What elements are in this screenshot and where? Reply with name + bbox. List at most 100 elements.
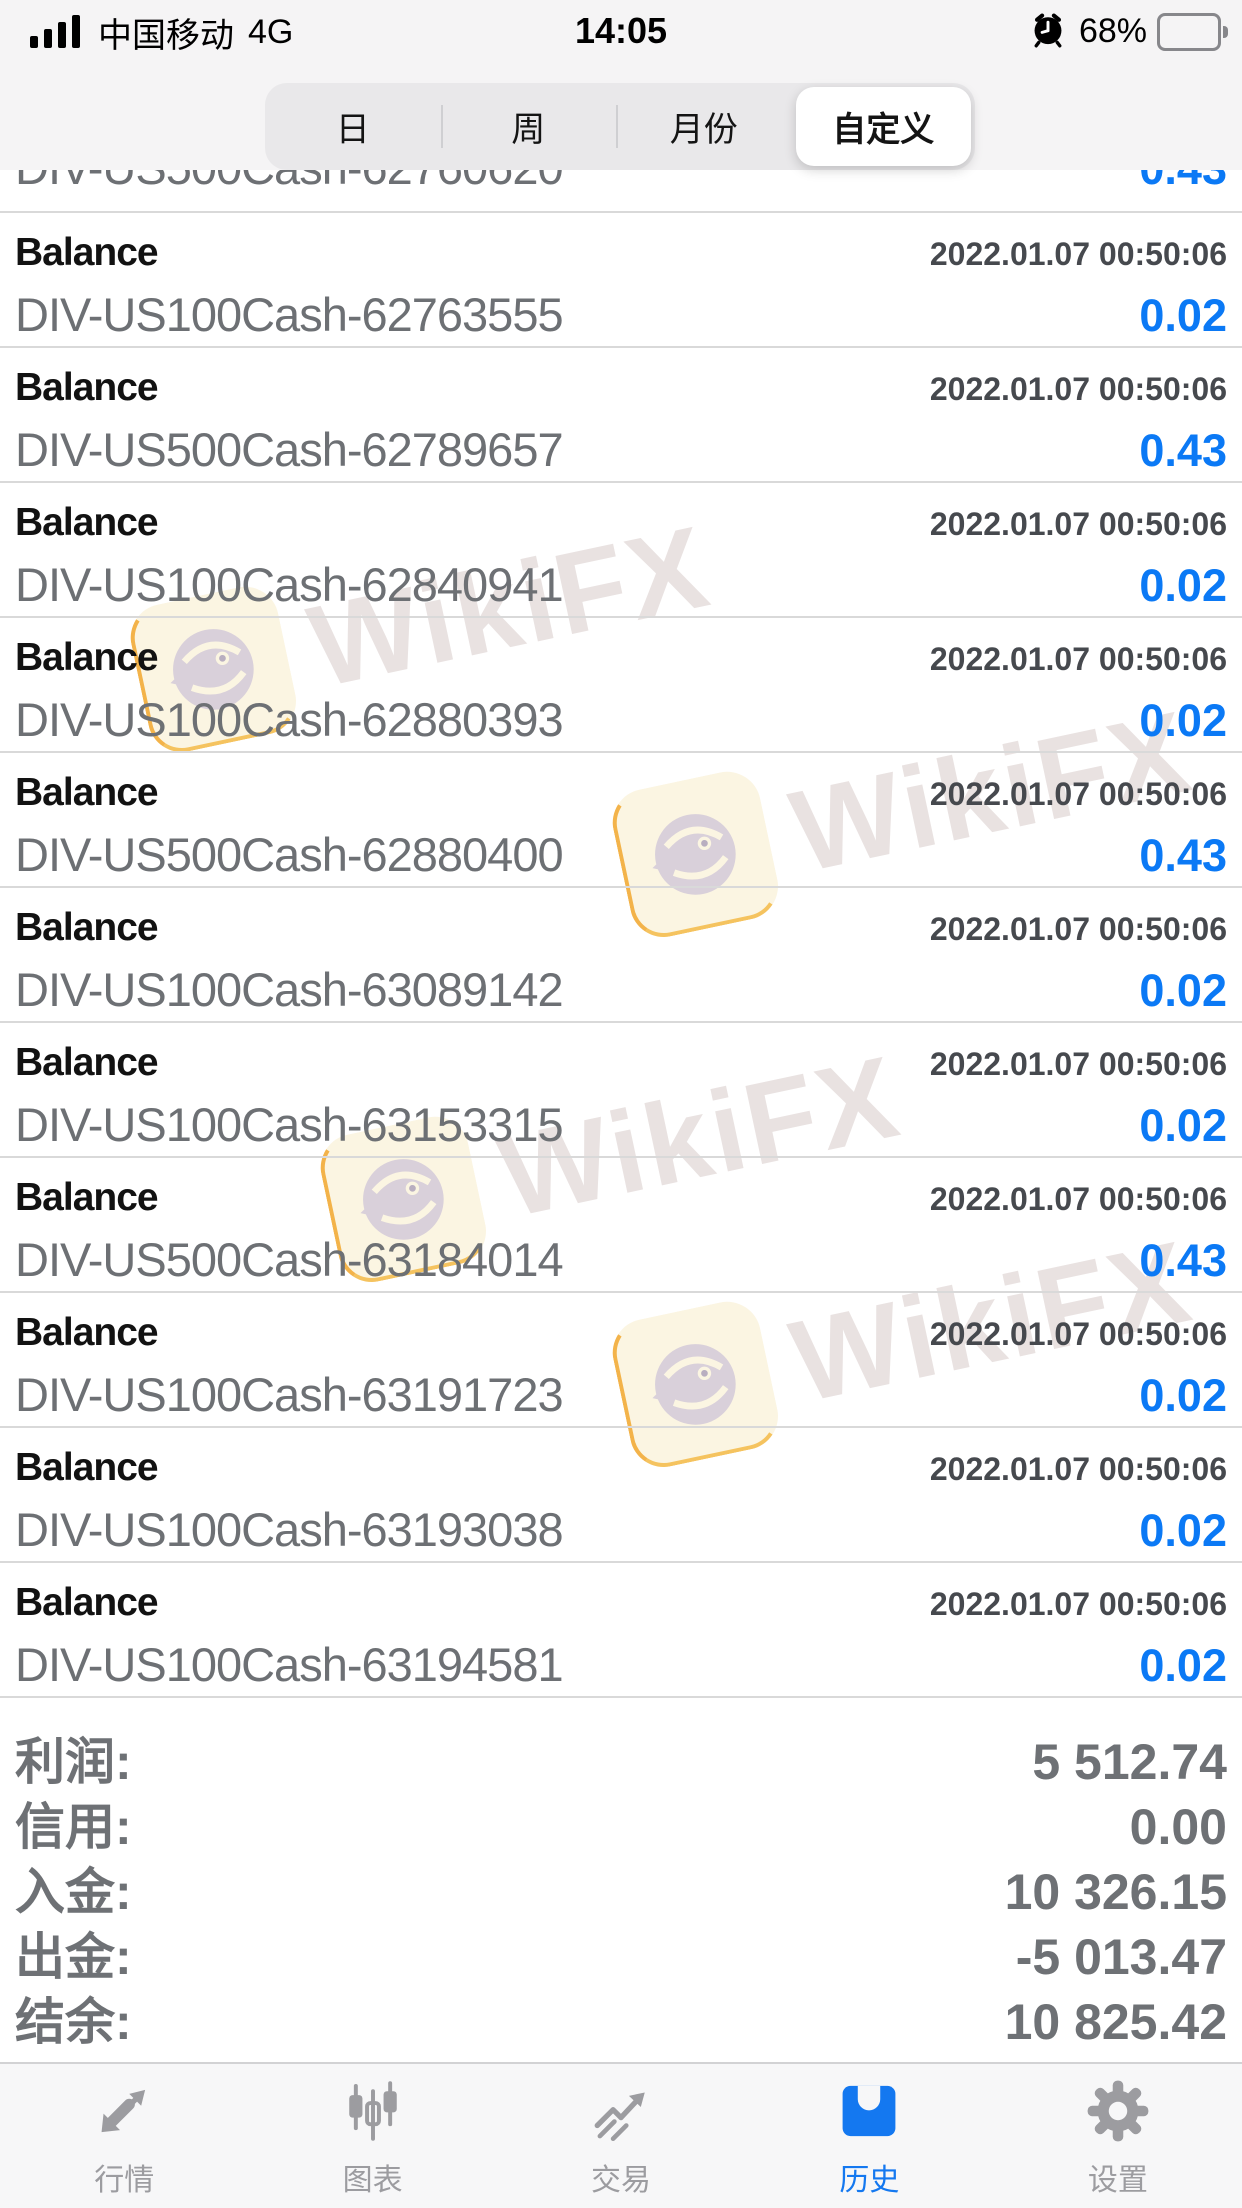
row-date: 2022.01.07 00:50:06 [929, 1586, 1227, 1622]
row-instrument: DIV-US500Cash-63184014 [15, 1233, 564, 1286]
summary-row: 信用: 0.00 [15, 1787, 1227, 1855]
battery-icon [1157, 12, 1228, 51]
summary-row: 出金: -5 013.47 [15, 1917, 1227, 1985]
row-type: Balance [15, 1581, 159, 1624]
summary-value: 10 825.42 [1004, 1994, 1227, 2050]
row-value: 0.02 [1139, 1370, 1227, 1421]
history-tray-icon [836, 2078, 902, 2149]
history-row[interactable]: Balance 2022.01.07 00:50:06 DIV-US500Cas… [0, 1158, 1242, 1293]
period-segmented-control: 日 周 月份 自定义 [265, 83, 975, 170]
bottom-tab-bar: 行情 图表 交易 历史 设置 [0, 2062, 1242, 2208]
segment-separator [616, 105, 618, 148]
row-type: Balance [15, 366, 159, 409]
row-date: 2022.01.07 00:50:06 [929, 506, 1227, 542]
summary-label: 利润: [15, 1734, 132, 1790]
history-row[interactable]: Balance 2022.01.07 00:50:06 DIV-US100Cas… [0, 213, 1242, 348]
network-type-label: 4G [248, 13, 294, 51]
period-tab-0[interactable]: 日 [265, 83, 441, 170]
row-date: 2022.01.07 00:50:06 [929, 1181, 1227, 1217]
history-row[interactable]: Balance 2022.01.07 00:50:06 DIV-US100Cas… [0, 618, 1242, 753]
row-date: 2022.01.07 00:50:06 [929, 911, 1227, 947]
period-tab-label: 自定义 [832, 111, 935, 149]
row-instrument: DIV-US100Cash-63089142 [15, 963, 564, 1016]
summary-value: 10 326.15 [1004, 1864, 1227, 1920]
row-value: 0.02 [1139, 695, 1227, 746]
history-row[interactable]: Balance 2022.01.07 00:50:06 DIV-US100Cas… [0, 1563, 1242, 1698]
summary-label: 结余: [15, 1994, 132, 2050]
row-instrument: DIV-US100Cash-63194581 [15, 1638, 564, 1691]
battery-percent-label: 68% [1078, 12, 1147, 50]
history-row[interactable]: Balance 2022.01.07 00:50:06 DIV-US100Cas… [0, 888, 1242, 1023]
row-instrument: DIV-US100Cash-62880393 [15, 693, 564, 746]
row-type: Balance [15, 1041, 159, 1084]
history-row-partial[interactable]: DIV-US500Cash-62760620 0.43 [0, 170, 1242, 213]
period-tab-2[interactable]: 月份 [616, 83, 792, 170]
summary-value: 5 512.74 [1032, 1734, 1227, 1790]
row-type: Balance [15, 636, 159, 679]
history-list: Balance 2022.01.07 00:50:06 DIV-US100Cas… [0, 213, 1242, 1698]
history-panel: DIV-US500Cash-62760620 0.43 Balance 2022… [0, 170, 1242, 2050]
row-value: 0.02 [1139, 1505, 1227, 1556]
tab-label: 图表 [342, 2163, 403, 2197]
row-value: 0.02 [1139, 965, 1227, 1016]
summary-label: 信用: [15, 1799, 132, 1855]
row-instrument: DIV-US500Cash-62760620 [15, 170, 564, 195]
summary-label: 入金: [15, 1864, 132, 1920]
row-value: 0.02 [1139, 560, 1227, 611]
tab-label: 交易 [591, 2163, 652, 2197]
row-date: 2022.01.07 00:50:06 [929, 1046, 1227, 1082]
row-type: Balance [15, 1176, 159, 1219]
summary-row: 入金: 10 326.15 [15, 1852, 1227, 1920]
history-row[interactable]: Balance 2022.01.07 00:50:06 DIV-US500Cas… [0, 753, 1242, 888]
summary-row: 结余: 10 825.42 [15, 1982, 1227, 2050]
history-row[interactable]: Balance 2022.01.07 00:50:06 DIV-US100Cas… [0, 1023, 1242, 1158]
row-date: 2022.01.07 00:50:06 [929, 236, 1227, 272]
row-type: Balance [15, 501, 159, 544]
period-tab-1[interactable]: 周 [440, 83, 617, 170]
account-summary: 利润: 5 512.74 信用: 0.00 入金: 10 326.15 出金: … [0, 1698, 1242, 2050]
header: 中国移动 4G 14:05 68% 日周月份自 [0, 0, 1242, 170]
tab-label: 行情 [94, 2163, 155, 2197]
tab-quotes[interactable]: 行情 [0, 2064, 248, 2208]
row-date: 2022.01.07 00:50:06 [929, 1316, 1227, 1352]
history-row[interactable]: Balance 2022.01.07 00:50:06 DIV-US100Cas… [0, 1293, 1242, 1428]
row-value: 0.43 [1139, 425, 1227, 476]
row-instrument: DIV-US100Cash-62763555 [15, 288, 564, 341]
summary-row: 利润: 5 512.74 [15, 1722, 1227, 1790]
row-type: Balance [15, 231, 159, 274]
row-value: 0.43 [1139, 1235, 1227, 1286]
tab-charts[interactable]: 图表 [248, 2064, 496, 2208]
row-type: Balance [15, 906, 159, 949]
row-instrument: DIV-US100Cash-63193038 [15, 1503, 564, 1556]
summary-value: 0.00 [1129, 1799, 1227, 1855]
row-instrument: DIV-US100Cash-63153315 [15, 1098, 564, 1151]
summary-value: -5 013.47 [1015, 1929, 1227, 1985]
tab-history[interactable]: 历史 [745, 2064, 993, 2208]
row-type: Balance [15, 1311, 159, 1354]
tab-settings[interactable]: 设置 [994, 2064, 1242, 2208]
row-value: 0.43 [1139, 830, 1227, 881]
row-date: 2022.01.07 00:50:06 [929, 776, 1227, 812]
history-row[interactable]: Balance 2022.01.07 00:50:06 DIV-US100Cas… [0, 1428, 1242, 1563]
row-value: 0.02 [1139, 290, 1227, 341]
period-tab-3[interactable]: 自定义 [795, 87, 971, 166]
period-tab-label: 周 [511, 111, 546, 149]
trade-trend-icon [588, 2078, 654, 2149]
period-tab-label: 月份 [669, 111, 738, 149]
row-value: 0.43 [1139, 170, 1227, 195]
tab-trade[interactable]: 交易 [497, 2064, 745, 2208]
period-tab-label: 日 [335, 111, 370, 149]
quotes-arrows-icon [91, 2078, 157, 2149]
row-instrument: DIV-US100Cash-62840941 [15, 558, 564, 611]
status-bar: 中国移动 4G 14:05 68% [0, 0, 1242, 62]
history-row[interactable]: Balance 2022.01.07 00:50:06 DIV-US100Cas… [0, 483, 1242, 618]
row-instrument: DIV-US500Cash-62880400 [15, 828, 564, 881]
settings-gear-icon [1085, 2078, 1151, 2149]
alarm-clock-icon [1027, 8, 1069, 55]
carrier-label: 中国移动 [98, 17, 234, 55]
row-value: 0.02 [1139, 1100, 1227, 1151]
row-value: 0.02 [1139, 1640, 1227, 1691]
row-type: Balance [15, 771, 159, 814]
row-date: 2022.01.07 00:50:06 [929, 1451, 1227, 1487]
history-row[interactable]: Balance 2022.01.07 00:50:06 DIV-US500Cas… [0, 348, 1242, 483]
